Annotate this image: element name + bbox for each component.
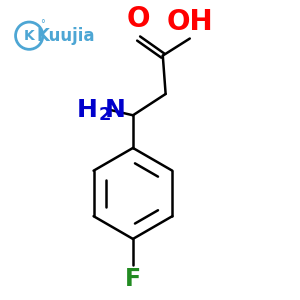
Text: N: N: [104, 98, 125, 122]
Text: O: O: [127, 5, 150, 33]
Text: °: °: [40, 19, 45, 29]
Text: Kuujia: Kuujia: [37, 27, 95, 45]
Text: 2: 2: [99, 106, 111, 124]
Text: K: K: [24, 29, 34, 43]
Text: OH: OH: [167, 8, 213, 36]
Text: F: F: [125, 267, 141, 291]
Text: H: H: [76, 98, 98, 122]
